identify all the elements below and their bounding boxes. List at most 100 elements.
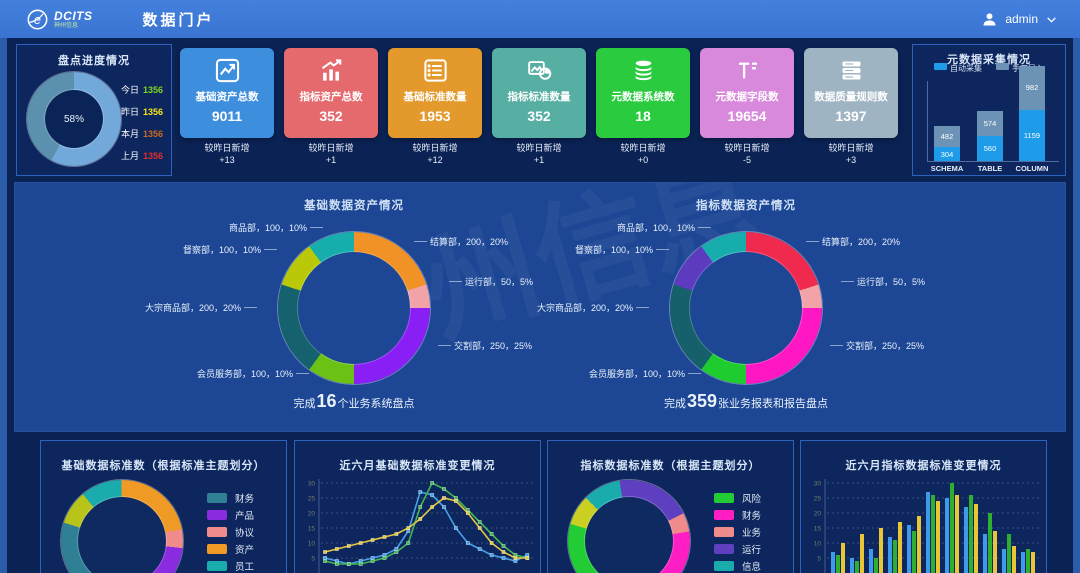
bar-growth-icon (284, 57, 378, 85)
metric-standard-trend-title: 近六月指标数据标准变更情况 (845, 460, 1002, 472)
asset-overview-panel: 神州信息 基础数据资产情况 商品部，100，10% 结算部，200，20% 运行… (14, 182, 1066, 432)
donut-label: 交割部，250，25% (438, 339, 532, 352)
stacked-bar: 560 574 (977, 110, 1003, 161)
donut-label: 督察部，100，10% (183, 243, 277, 256)
kpi-card-metric-standards[interactable]: 指标标准数量 352 (492, 48, 586, 138)
line-chart-icon (180, 57, 274, 85)
metadata-collection-panel: 元数据采集情况 自动采集 手工导入 304482SCHEMA560574TABL… (912, 44, 1066, 176)
user-icon (983, 12, 996, 26)
donut-label: 会员服务部，100，10% (589, 367, 701, 380)
donut-label: 会员服务部，100，10% (197, 367, 309, 380)
legend-swatch (714, 544, 734, 554)
bar-segment-auto: 1159 (1019, 109, 1045, 161)
metadata-collection-title: 元数据采集情况 (947, 54, 1031, 66)
legend-swatch (996, 63, 1009, 70)
base-asset-donut (278, 232, 430, 384)
metric-asset-chart-title: 指标数据资产情况 (696, 200, 796, 212)
legend-item-finance[interactable]: 财务 (714, 508, 761, 522)
donut-label: 运行部，50，5% (449, 275, 533, 288)
legend-item-risk[interactable]: 风险 (714, 491, 761, 505)
base-standard-donut (61, 480, 183, 573)
server-icon (804, 57, 898, 85)
base-standard-line-chart: 30 25 20 15 10 5 (308, 479, 535, 573)
chevron-down-icon (1047, 16, 1056, 23)
legend-swatch (207, 544, 227, 554)
donut-label: 结算部，200，20% (414, 235, 508, 248)
legend-item-operation[interactable]: 运行 (714, 542, 761, 556)
legend-swatch (714, 510, 734, 520)
legend-swatch (207, 527, 227, 537)
inventory-progress-panel: 盘点进度情况 58% 今日 1356 昨日 1356 本月 1356 上月 1356 (16, 44, 172, 176)
donut-label: 督察部，100，10% (575, 243, 669, 256)
legend-item-product[interactable]: 产品 (207, 508, 254, 522)
legend-swatch (207, 561, 227, 571)
metric-standard-title: 指标数据标准数（根据主题划分） (580, 460, 761, 472)
company-logo[interactable]: e DCITS 神州信息 (26, 8, 93, 31)
metric-asset-donut (670, 232, 822, 384)
bar-segment-auto: 560 (977, 136, 1003, 161)
legend-item-auto[interactable]: 自动采集 (934, 63, 982, 74)
logo-brand: DCITS (54, 8, 93, 23)
inventory-stats: 今日 1356 昨日 1356 本月 1356 上月 1356 (121, 83, 163, 171)
metric-standard-bar-chart: 30 25 20 15 10 5 (814, 479, 1041, 573)
list-icon (388, 57, 482, 85)
svg-text:5: 5 (311, 556, 315, 563)
user-menu[interactable]: admin (981, 0, 1058, 38)
svg-text:25: 25 (814, 496, 822, 503)
bar-category-label: TABLE (977, 164, 1003, 173)
kpi-card-base-standards[interactable]: 基础标准数量 1953 (388, 48, 482, 138)
x-axis-line (927, 161, 1059, 162)
svg-text:30: 30 (814, 481, 822, 488)
kpi-delta-metric-assets: 较昨日新增 +1 (308, 143, 354, 165)
legend-swatch (207, 493, 227, 503)
legend-item-finance[interactable]: 财务 (207, 491, 254, 505)
inventory-progress-percent: 58% (63, 113, 84, 125)
metric-standard-donut (568, 480, 690, 573)
stacked-bar: 1159 982 (1019, 65, 1045, 161)
kpi-delta-metric-standards: 较昨日新增 +1 (516, 143, 562, 165)
inventory-progress-title: 盘点进度情况 (58, 55, 130, 67)
metric-standard-panel: 指标数据标准数（根据主题划分） 风险 财务 业务 运行 信息 (547, 440, 794, 573)
legend-item-business[interactable]: 业务 (714, 525, 761, 539)
stat-today: 今日 1356 (121, 85, 164, 95)
kpi-card-metadata-fields[interactable]: 元数据字段数 19654 (700, 48, 794, 138)
svg-text:10: 10 (814, 541, 822, 548)
field-icon (700, 57, 794, 85)
kpi-card-metric-assets[interactable]: 指标资产总数 352 (284, 48, 378, 138)
kpi-delta-metadata-systems: 较昨日新增 +0 (620, 143, 666, 165)
database-icon (596, 57, 690, 85)
donut-label: 大宗商品部，200，20% (537, 301, 649, 314)
base-standard-trend-title: 近六月基础数据标准变更情况 (339, 460, 496, 472)
kpi-card-metadata-systems[interactable]: 元数据系统数 18 (596, 48, 690, 138)
legend-item-employee[interactable]: 员工 (207, 559, 254, 573)
svg-text:25: 25 (308, 496, 316, 503)
metric-asset-caption: 完成359张业务报表和报告盘点 (663, 391, 829, 411)
bar-segment-manual: 482 (934, 126, 960, 148)
base-asset-chart-title: 基础数据资产情况 (304, 200, 404, 212)
stat-this-month: 本月 1356 (121, 129, 164, 139)
legend-swatch (934, 63, 947, 70)
legend-item-info[interactable]: 信息 (714, 559, 761, 573)
metadata-stacked-bar-chart: 304 482 SCHEMA 560 574 TABLE 1159 982 COLUMN (913, 45, 1065, 175)
kpi-card-quality-rules[interactable]: 数据质量规则数 1397 (804, 48, 898, 138)
kpi-delta-base-assets: 较昨日新增 +13 (204, 143, 250, 165)
kpi-card-base-assets[interactable]: 基础资产总数 9011 (180, 48, 274, 138)
legend-swatch (714, 493, 734, 503)
base-standard-title: 基础数据标准数（根据标准主题划分） (61, 460, 266, 472)
stat-yesterday: 昨日 1356 (121, 107, 164, 117)
legend-swatch (714, 561, 734, 571)
stacked-bar: 304 482 (934, 126, 960, 161)
bar-category-label: SCHEMA (930, 164, 964, 173)
user-name: admin (1005, 12, 1038, 26)
donut-label: 结算部，200，20% (806, 235, 900, 248)
svg-text:15: 15 (814, 526, 822, 533)
donut-label: 商品部，100，10% (617, 221, 711, 234)
donut-label: 大宗商品部，200，20% (145, 301, 257, 314)
legend-item-protocol[interactable]: 协议 (207, 525, 254, 539)
donut-label: 运行部，50，5% (841, 275, 925, 288)
right-edge-strip (1073, 38, 1080, 573)
bar-segment-manual: 574 (977, 110, 1003, 137)
legend-item-asset[interactable]: 资产 (207, 542, 254, 556)
bar-category-label: COLUMN (1015, 164, 1049, 173)
left-edge-strip (0, 38, 7, 573)
